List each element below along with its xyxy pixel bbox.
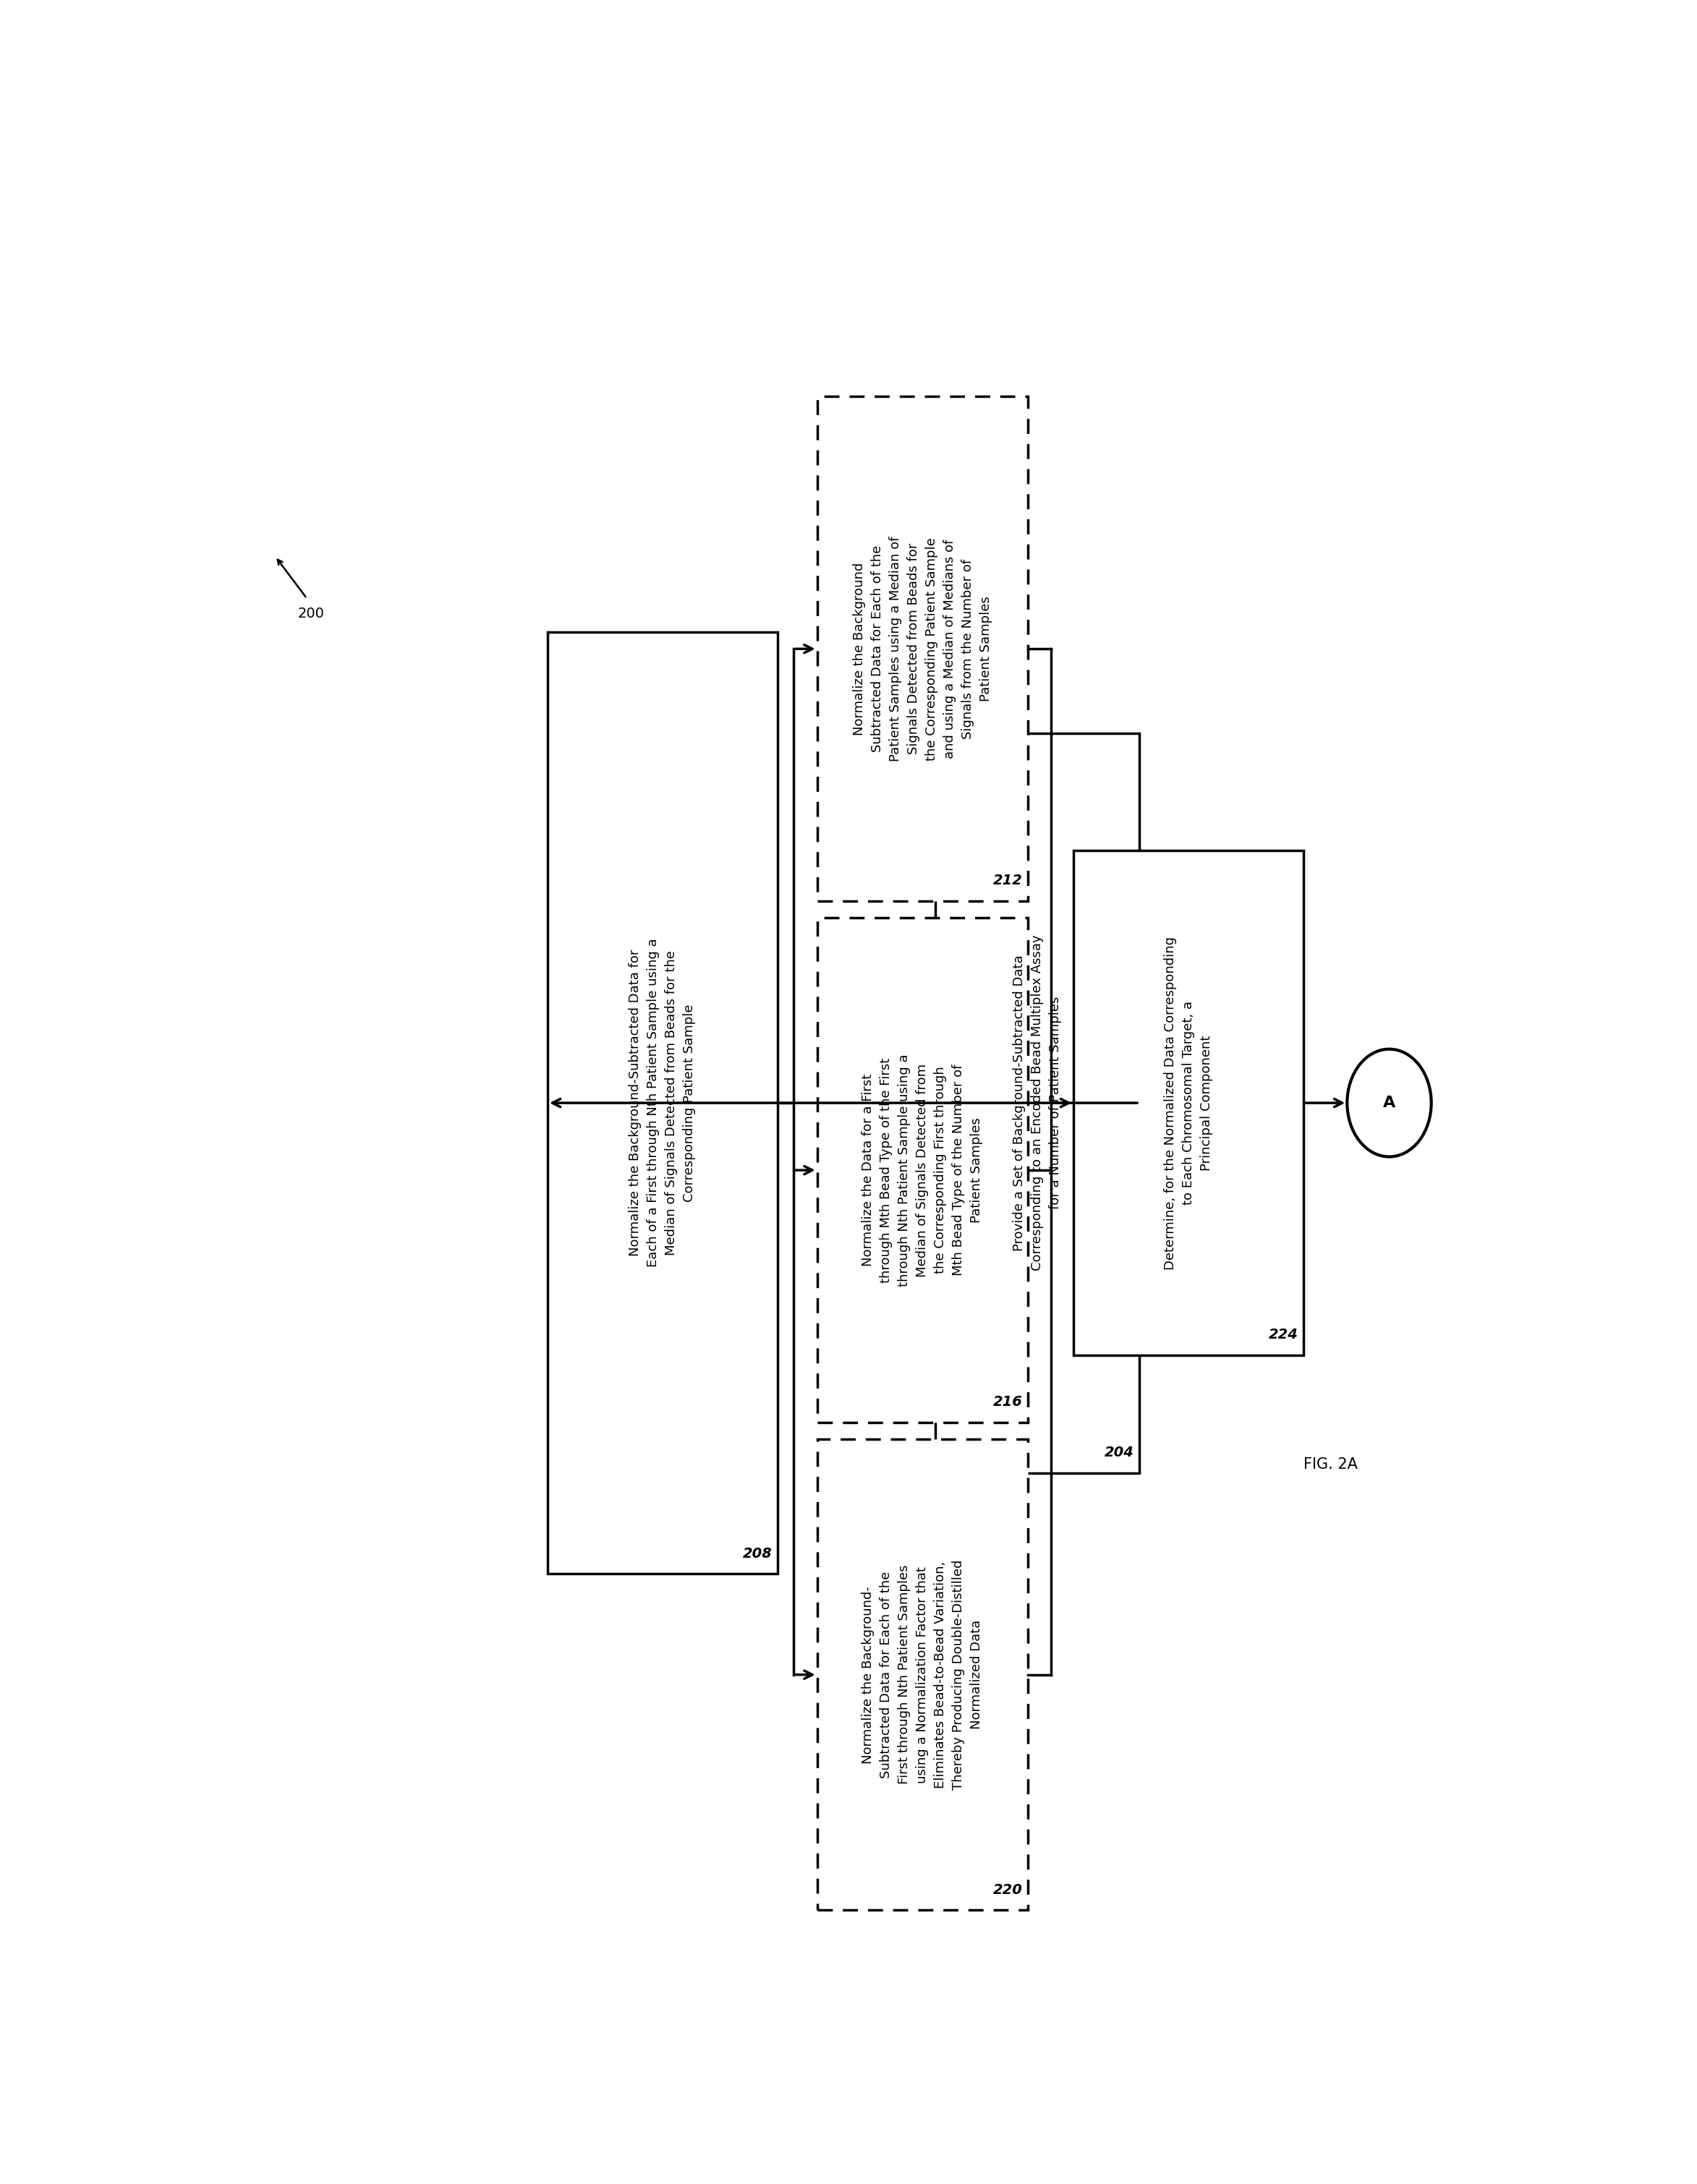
Text: Normalize the Background
Subtracted Data for Each of the
Patient Samples using a: Normalize the Background Subtracted Data… — [852, 537, 993, 762]
FancyBboxPatch shape — [1074, 852, 1303, 1354]
Text: A: A — [1383, 1096, 1395, 1109]
FancyBboxPatch shape — [818, 917, 1028, 1422]
Text: Provide a Set of Background-Subtracted Data
Corresponding to an Encoded Bead Mul: Provide a Set of Background-Subtracted D… — [1013, 935, 1062, 1271]
Text: Normalize the Background-Subtracted Data for
Each of a First through Nth Patient: Normalize the Background-Subtracted Data… — [630, 939, 696, 1267]
Circle shape — [1347, 1048, 1431, 1158]
Text: FIG. 2A: FIG. 2A — [1303, 1457, 1358, 1472]
Text: Determine, for the Normalized Data Corresponding
to Each Chromosomal Target, a
P: Determine, for the Normalized Data Corre… — [1164, 937, 1213, 1269]
Text: 224: 224 — [1269, 1328, 1298, 1341]
Text: 200: 200 — [297, 607, 324, 620]
Text: 204: 204 — [1105, 1446, 1134, 1459]
Text: 220: 220 — [993, 1883, 1022, 1896]
Text: Normalize the Background-
Subtracted Data for Each of the
First through Nth Pati: Normalize the Background- Subtracted Dat… — [862, 1559, 983, 1791]
FancyBboxPatch shape — [818, 397, 1028, 902]
Text: Normalize the Data for a First
through Mth Bead Type of the First
through Nth Pa: Normalize the Data for a First through M… — [862, 1055, 983, 1286]
Text: 212: 212 — [993, 874, 1022, 887]
FancyBboxPatch shape — [818, 1439, 1028, 1911]
Text: 208: 208 — [743, 1546, 772, 1559]
Text: 216: 216 — [993, 1396, 1022, 1409]
FancyBboxPatch shape — [935, 734, 1139, 1472]
FancyBboxPatch shape — [548, 631, 777, 1575]
